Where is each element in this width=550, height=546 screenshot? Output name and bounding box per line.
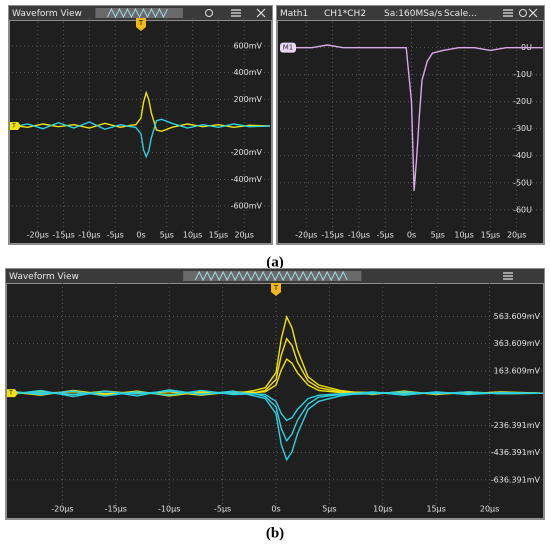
trace	[11, 90, 270, 133]
header-item: Sa:160MSa/s	[384, 9, 442, 19]
y-tick-label: -600mV	[231, 202, 263, 211]
x-tick-label: 20µs	[480, 505, 499, 514]
y-tick-label: -436.391mV	[491, 448, 541, 457]
y-tick-label: -400mV	[231, 175, 263, 184]
close-icon	[256, 8, 266, 18]
trigger-marker	[136, 18, 146, 31]
x-tick-label: 10µs	[454, 231, 473, 240]
overview-bar	[95, 8, 183, 18]
x-tick-label: 15µs	[426, 505, 445, 514]
overview-wave	[107, 7, 168, 19]
trigger-marker	[271, 283, 281, 296]
header-item: Scale...	[444, 9, 477, 19]
y-tick-label: -236.391mV	[491, 421, 541, 430]
trace	[11, 118, 270, 159]
trigger-label: T	[273, 284, 279, 292]
level-marker	[10, 122, 21, 130]
trace	[8, 389, 543, 443]
y-tick-label: 600mV	[233, 42, 262, 51]
trace	[8, 389, 543, 462]
x-tick-label: 5µs	[322, 505, 336, 514]
hand-icon	[205, 9, 213, 17]
x-tick-label: 0s	[271, 505, 280, 514]
x-tick-label: -15µs	[52, 231, 74, 240]
marker-tag	[280, 42, 296, 53]
panel-header	[277, 6, 544, 20]
series-group	[11, 90, 270, 159]
series-group	[280, 44, 543, 191]
x-tick-label: 5µs	[160, 231, 174, 240]
x-tick-label: -10µs	[348, 231, 370, 240]
x-tick-label: -20µs	[27, 231, 49, 240]
x-tick-label: 15µs	[209, 231, 228, 240]
x-tick-label: 5µs	[431, 231, 445, 240]
trace	[8, 390, 543, 422]
series-group	[8, 314, 543, 462]
menu-icon	[503, 9, 513, 17]
x-tick-label: 15µs	[481, 231, 500, 240]
y-tick-label: -10U	[513, 70, 532, 79]
y-tick-label: 200mV	[233, 95, 262, 104]
x-tick-label: -5µs	[377, 231, 394, 240]
x-tick-label: 10µs	[183, 231, 202, 240]
overview-bar	[183, 271, 362, 281]
menu-icon	[231, 9, 241, 17]
marker-label: M1	[283, 44, 294, 52]
x-tick-label: 0s	[407, 231, 416, 240]
close-icon	[528, 8, 538, 18]
y-tick-label: 163.609mV	[494, 366, 541, 375]
overview-wave	[194, 270, 348, 282]
hand-icon	[519, 9, 527, 17]
x-tick-label: -5µs	[214, 505, 231, 514]
x-tick-label: -20µs	[51, 505, 73, 514]
y-tick-label: -200mV	[231, 148, 263, 157]
level-label: T	[11, 123, 16, 130]
plot-area	[278, 21, 543, 243]
level-label: T	[8, 390, 13, 397]
y-tick-label: 400mV	[233, 68, 262, 77]
x-tick-label: 0s	[136, 231, 145, 240]
panel-title: Waveform View	[9, 272, 79, 282]
panel-label: (b)	[266, 525, 284, 541]
panel-label: (a)	[266, 254, 284, 270]
x-tick-label: 20µs	[234, 231, 253, 240]
x-tick-label: -15µs	[321, 231, 343, 240]
y-tick-label: -60U	[513, 205, 532, 214]
header-item: CH1*CH2	[324, 9, 366, 19]
x-tick-label: -10µs	[158, 505, 180, 514]
x-tick-label: -20µs	[295, 231, 317, 240]
y-tick-label: -50U	[513, 178, 532, 187]
y-tick-label: 563.609mV	[494, 312, 541, 321]
panel-title: Waveform View	[12, 9, 82, 19]
y-tick-label: -40U	[513, 151, 532, 160]
menu-icon	[503, 272, 513, 280]
x-tick-label: -15µs	[105, 505, 127, 514]
y-tick-label: 363.609mV	[494, 339, 541, 348]
x-tick-label: -5µs	[107, 231, 124, 240]
x-tick-label: 20µs	[507, 231, 526, 240]
x-tick-label: 10µs	[373, 505, 392, 514]
y-tick-label: -30U	[513, 124, 532, 133]
trigger-label: T	[138, 19, 144, 27]
y-tick-label: -636.391mV	[491, 475, 541, 484]
panel-title: Math1	[280, 9, 308, 19]
trace	[280, 44, 543, 191]
y-tick-label: -20U	[513, 97, 532, 106]
x-tick-label: -10µs	[78, 231, 100, 240]
level-marker	[7, 389, 18, 398]
